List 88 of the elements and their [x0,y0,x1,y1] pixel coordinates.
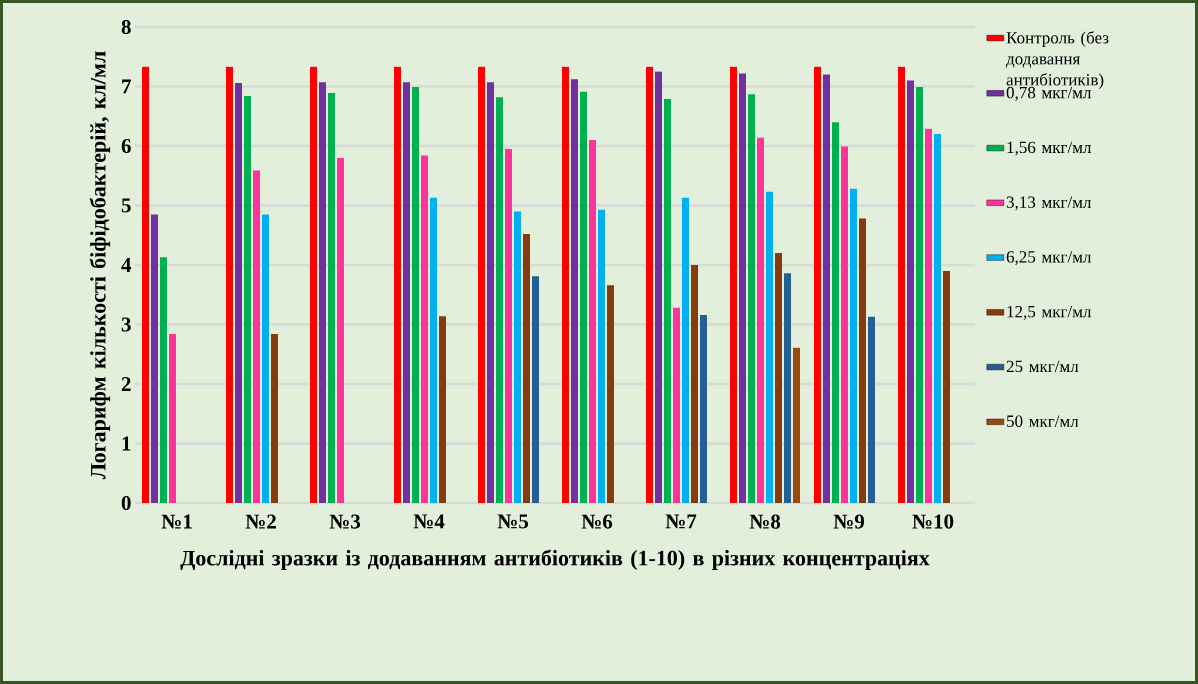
bar [793,347,801,503]
bar [766,191,773,503]
bar [337,157,345,503]
bar [478,66,486,503]
legend-label: 12,5 мкг/мл [1007,305,1092,320]
bar [598,209,606,503]
bar [934,134,941,503]
legend-label: 3,13 мкг/мл [1006,196,1092,211]
bar [655,71,663,503]
bar [562,66,570,503]
y-tick-label: 5 [121,198,131,213]
legend-label: 25 мкг/мл [1006,360,1079,373]
bar [523,234,531,503]
x-tick-label: №9 [833,514,865,529]
y-tick-label: 4 [121,258,132,272]
bar [310,66,318,503]
bar [850,188,857,503]
y-tick-label: 3 [121,317,131,332]
bar [505,148,513,503]
bar [775,253,783,503]
x-tick-label: №2 [245,514,276,529]
bar [439,316,447,503]
y-tick-label: 8 [121,19,131,35]
bar [664,98,672,503]
legend-label: 6,25 мкг/мл [1006,251,1092,266]
bar [169,334,177,503]
bar [394,66,402,503]
x-tick-label: №1 [161,514,192,529]
bar [496,97,504,503]
bar [607,285,615,503]
y-tick-label: 1 [122,436,131,451]
bar [328,93,336,503]
x-tick-label: №3 [329,514,361,529]
bar [580,91,588,503]
bar [748,94,756,503]
y-tick-label: 6 [121,138,131,154]
bar [898,66,905,503]
bar [589,140,597,503]
bar [925,128,933,503]
bar [262,214,270,503]
legend-label: 50 мкг/мл [1007,415,1079,427]
bar [916,87,923,503]
bar [487,82,495,503]
bar [823,74,831,503]
bar [691,264,699,503]
bar [244,96,252,503]
bar [943,270,951,503]
bar [730,66,738,503]
y-axis-title: Логарифм кількості біфідобактерій, кл/мл [89,51,111,480]
bar [907,80,915,503]
y-tick-label: 0 [121,495,131,511]
bar [514,211,522,503]
bar [832,122,839,503]
bar [160,257,168,503]
bar [430,197,438,503]
bar [151,214,159,503]
bar [841,146,849,503]
bar [859,218,867,503]
bar [700,314,708,503]
bar [421,155,429,503]
bar [814,66,822,503]
legend-label: 1,56 мкг/мл [1007,141,1092,156]
bar [757,137,765,503]
bar [226,66,234,503]
bar [739,73,747,503]
x-tick-label: №4 [413,514,445,529]
x-tick-label: №6 [581,514,613,529]
bar [319,82,327,503]
bar [784,273,792,503]
bar [271,334,279,503]
x-tick-label: №5 [497,514,529,529]
x-tick-label: №10 [912,514,954,529]
bar [142,66,150,503]
bar [868,316,875,503]
x-tick-label: №8 [749,514,781,529]
bar [532,276,540,503]
y-tick-label: 7 [122,79,131,94]
y-tick-label: 2 [121,377,131,391]
bar [412,87,420,503]
bar [253,170,261,503]
x-tick-label: №7 [665,514,697,529]
bar [682,197,690,503]
bar [646,66,654,503]
bar [403,82,411,503]
bar [235,82,243,503]
bar [571,79,579,503]
x-axis-title: Дослідні зразки із додаванням антибіотиків (1-10) в різних концентраціях [180,549,930,570]
bar [673,307,681,503]
